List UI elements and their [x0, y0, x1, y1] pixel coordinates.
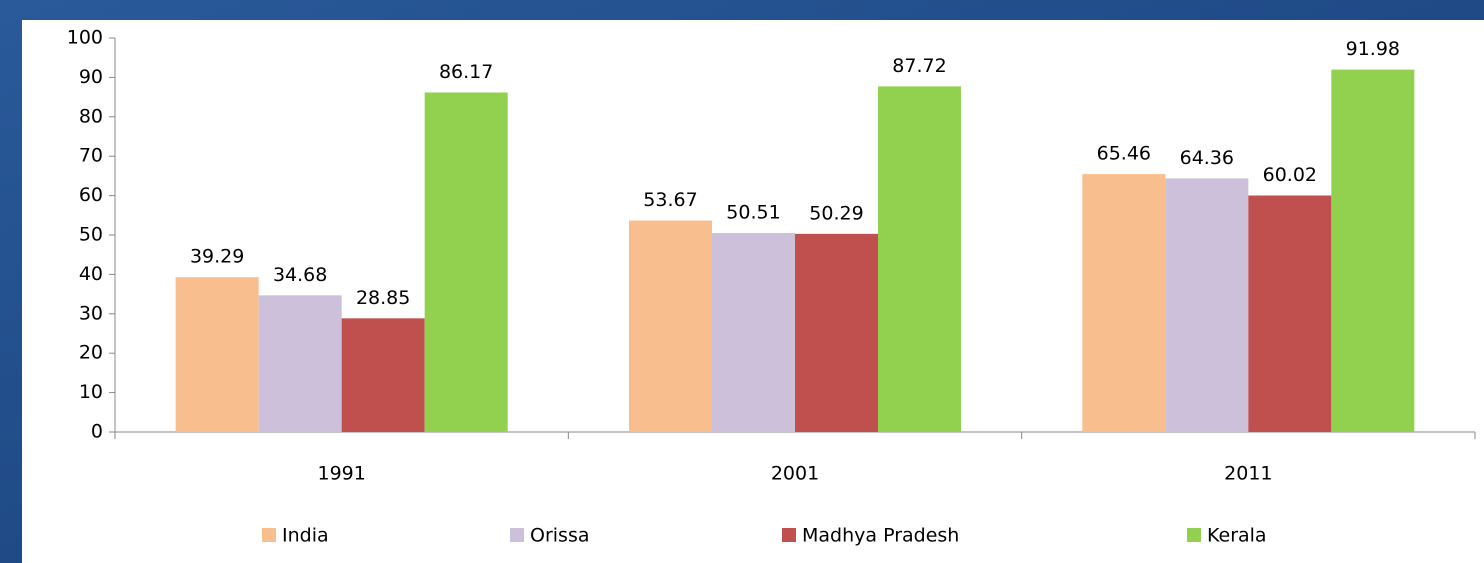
- bar: [424, 92, 508, 432]
- y-tick-label: 80: [79, 105, 103, 127]
- data-label: 53.67: [643, 189, 697, 211]
- bar: [258, 295, 342, 432]
- y-tick-label: 100: [67, 27, 103, 49]
- legend-label: Kerala: [1207, 525, 1267, 547]
- legend-label: India: [282, 525, 329, 547]
- data-label: 34.68: [273, 264, 327, 286]
- y-tick-label: 10: [79, 381, 103, 403]
- data-label: 50.51: [726, 201, 780, 223]
- legend-label: Madhya Pradesh: [802, 525, 959, 547]
- legend-swatch: [262, 528, 276, 542]
- x-tick-label: 2001: [771, 463, 819, 485]
- y-tick-label: 60: [79, 184, 103, 206]
- data-label: 28.85: [356, 287, 410, 309]
- y-tick-label: 50: [79, 224, 103, 246]
- y-tick-label: 20: [79, 342, 103, 364]
- y-tick-label: 30: [79, 302, 103, 324]
- data-label: 87.72: [892, 55, 946, 77]
- legend-swatch: [510, 528, 524, 542]
- data-label: 39.29: [190, 246, 244, 268]
- bar: [1082, 174, 1166, 433]
- bar: [629, 220, 712, 432]
- bar: [175, 277, 259, 432]
- bar: [1331, 69, 1415, 432]
- data-label: 91.98: [1346, 38, 1400, 60]
- x-tick-label: 1991: [317, 463, 365, 485]
- data-label: 60.02: [1263, 164, 1317, 186]
- x-tick-label: 2011: [1224, 463, 1272, 485]
- y-tick-label: 0: [91, 421, 103, 443]
- y-tick-label: 90: [79, 66, 103, 88]
- bar: [341, 318, 425, 432]
- y-tick-label: 40: [79, 263, 103, 285]
- data-label: 65.46: [1097, 143, 1151, 165]
- data-label: 86.17: [439, 61, 493, 83]
- data-label: 50.29: [809, 202, 863, 224]
- bar: [1165, 178, 1249, 432]
- legend-swatch: [782, 528, 796, 542]
- legend-label: Orissa: [530, 525, 590, 547]
- y-tick-label: 70: [79, 145, 103, 167]
- bar: [795, 233, 878, 432]
- bar: [712, 232, 795, 432]
- bar: [878, 86, 961, 432]
- legend-swatch: [1187, 528, 1201, 542]
- bar: [1248, 195, 1332, 432]
- data-label: 64.36: [1180, 147, 1234, 169]
